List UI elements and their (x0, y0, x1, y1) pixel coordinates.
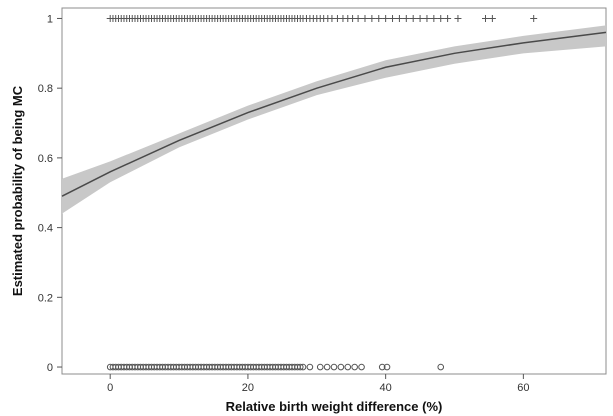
mc-point-marker (444, 14, 452, 22)
fit-curve-layer (61, 31, 607, 197)
mc-point-marker (389, 14, 397, 22)
dc-point-marker (323, 363, 331, 371)
mc-point-marker (395, 14, 403, 22)
y-tick-label: 0.6 (38, 153, 53, 165)
dc-point-marker (296, 363, 304, 371)
observed-points-layer (106, 14, 538, 371)
mc-point-marker (361, 14, 369, 22)
mc-point-marker (409, 14, 417, 22)
mc-point-marker (430, 14, 438, 22)
dc-point-marker (299, 363, 307, 371)
x-tick-label: 0 (107, 382, 113, 394)
y-tick-label: 0 (47, 362, 53, 374)
y-tick-label: 1 (47, 13, 53, 25)
mc-point-marker (402, 14, 410, 22)
y-tick-label: 0.2 (38, 292, 53, 304)
dc-point-marker (337, 363, 345, 371)
x-tick-label: 60 (517, 382, 529, 394)
confidence-band-layer (62, 25, 606, 214)
y-axis-title: Estimated probability of being MC (10, 85, 25, 296)
mc-point-marker (437, 14, 445, 22)
dc-point-marker (378, 363, 386, 371)
x-axis-title: Relative birth weight difference (%) (226, 399, 443, 414)
fit-curve (61, 31, 607, 197)
mc-point-marker (454, 14, 462, 22)
x-tick-label: 40 (380, 382, 392, 394)
mc-point-marker (488, 14, 496, 22)
confidence-band (62, 25, 606, 214)
mc-point-marker (416, 14, 424, 22)
dc-point-marker (330, 363, 338, 371)
y-tick-label: 0.8 (38, 83, 53, 95)
mc-point-marker (530, 14, 538, 22)
mc-point-marker (375, 14, 383, 22)
mc-point-marker (481, 14, 489, 22)
axes-layer: 0 20 40 60 0 0.2 0.4 0.6 0.8 1 (38, 13, 530, 394)
dc-point-marker (437, 363, 445, 371)
x-tick-label: 20 (242, 382, 254, 394)
dc-point-marker (306, 363, 314, 371)
y-tick-label: 0.4 (38, 223, 53, 235)
plot-frame (61, 7, 607, 375)
dc-point-marker (358, 363, 365, 371)
mc-point-marker (368, 14, 376, 22)
dc-point-marker (351, 363, 358, 371)
dc-point-marker (383, 363, 391, 371)
dc-point-marker (316, 363, 324, 371)
dc-point-marker (344, 363, 352, 371)
mc-point-marker (354, 14, 362, 22)
mc-point-marker (382, 14, 390, 22)
mc-point-marker (423, 14, 431, 22)
